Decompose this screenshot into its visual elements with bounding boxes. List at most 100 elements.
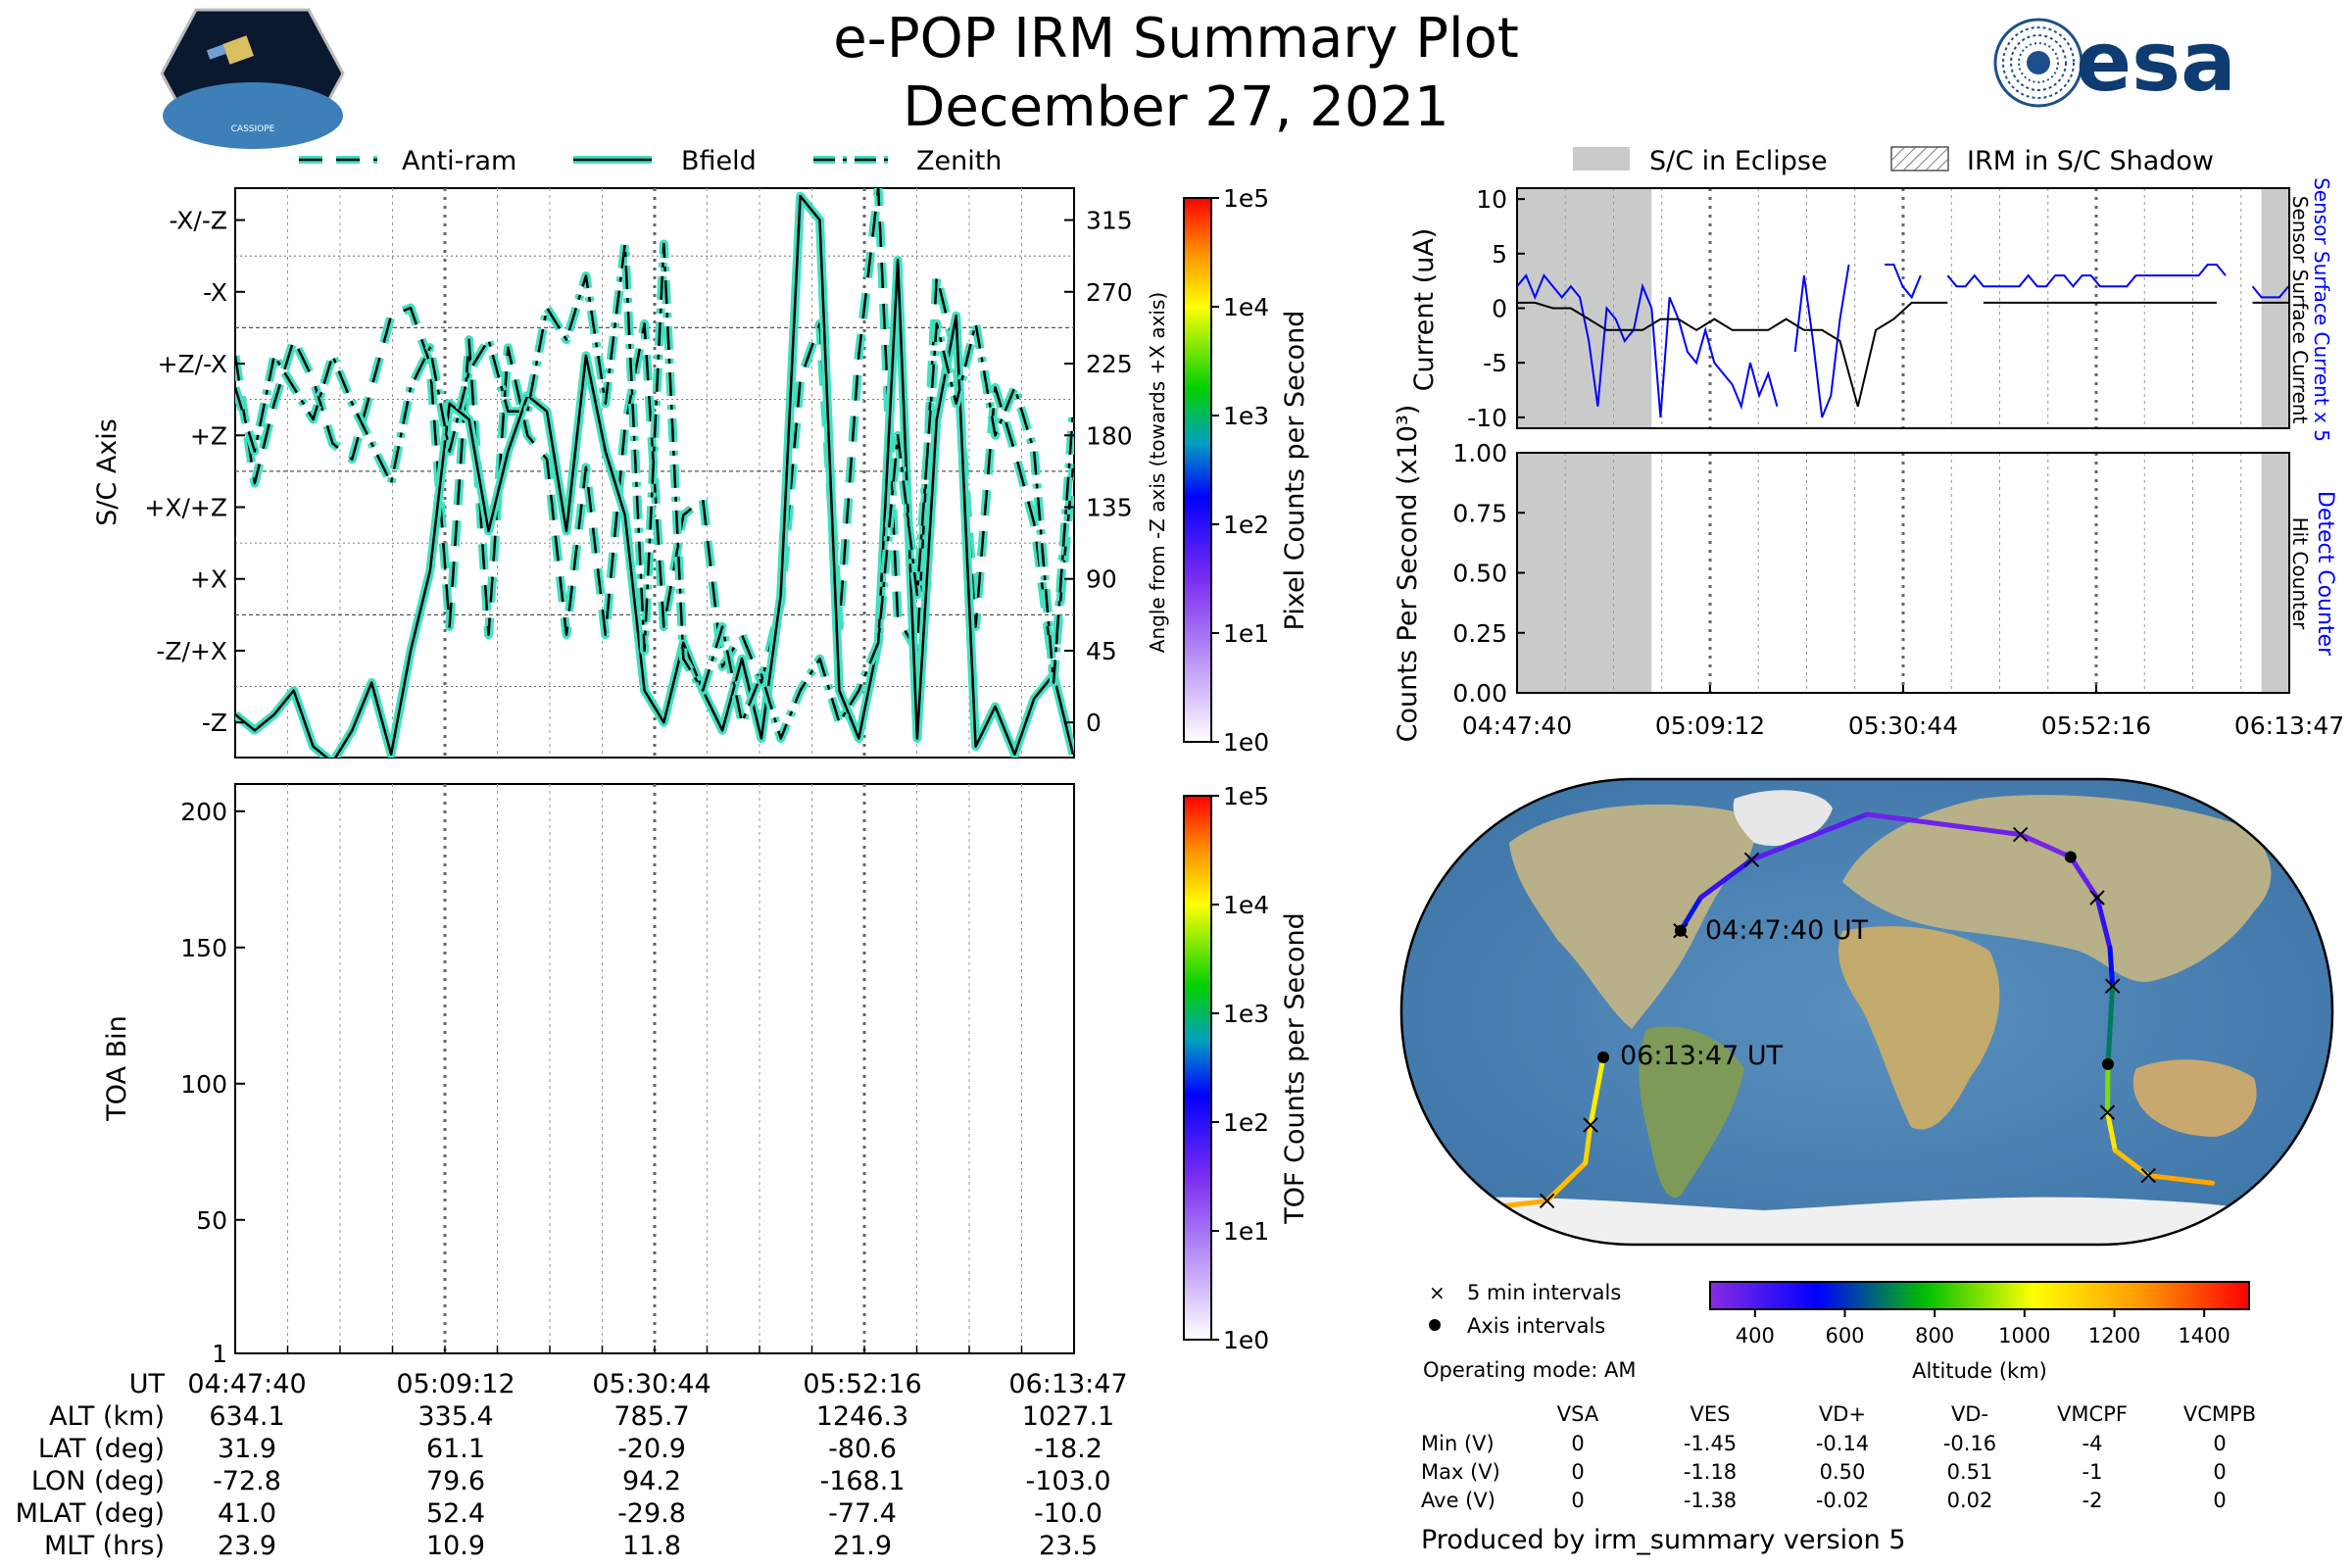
orbit-cell: 04:47:40 bbox=[187, 1369, 306, 1399]
orbit-cell: -168.1 bbox=[819, 1466, 905, 1496]
voltage-col-header: VCMPB bbox=[2183, 1402, 2256, 1426]
voltage-cell: 0 bbox=[1571, 1432, 1584, 1455]
track-segment bbox=[2107, 946, 2116, 989]
colorbar-tick-label: 1e4 bbox=[1223, 293, 1269, 321]
orbit-cell: -10.0 bbox=[1034, 1498, 1102, 1529]
orbit-cell: 41.0 bbox=[218, 1498, 276, 1529]
cross-marker-icon: × bbox=[1429, 1281, 1446, 1304]
voltage-row-label: Ave (V) bbox=[1421, 1489, 1495, 1512]
map-start-label: 04:47:40 UT bbox=[1705, 915, 1869, 946]
colorbar-tick-label: 1e1 bbox=[1223, 1217, 1269, 1246]
orientation-ytick-label: -Z bbox=[202, 709, 227, 737]
track-segment bbox=[1749, 811, 1870, 862]
colorbar-tick-label: 1e5 bbox=[1223, 782, 1269, 810]
orbit-cell: 52.4 bbox=[426, 1498, 485, 1529]
orientation-ytick-label: -X/-Z bbox=[170, 207, 227, 235]
orbit-cell: 79.6 bbox=[426, 1466, 485, 1496]
track-segment bbox=[2104, 1109, 2118, 1153]
xtick-label: 05:30:44 bbox=[1848, 711, 1958, 740]
xtick-label: 05:52:16 bbox=[2041, 711, 2151, 740]
operating-mode: Operating mode: AM bbox=[1423, 1358, 1636, 1382]
orbit-cell: 1027.1 bbox=[1022, 1401, 1114, 1432]
track-cross-marker bbox=[2012, 826, 2029, 843]
orbit-cell: 05:52:16 bbox=[803, 1369, 921, 1399]
altitude-tick-label: 400 bbox=[1736, 1324, 1775, 1348]
voltage-row-label: Min (V) bbox=[1421, 1432, 1494, 1455]
voltage-cell: 0 bbox=[2213, 1460, 2226, 1484]
cassiope-logo: CASSIOPE bbox=[160, 8, 345, 149]
voltage-table: VSA VES VD+ VD- VMCPF VCMPB Min (V) 0 -1.45 -0.14… bbox=[1421, 1402, 2256, 1512]
legend-shadow: IRM in S/C Shadow bbox=[1967, 146, 2214, 176]
orbit-cell: 94.2 bbox=[622, 1466, 681, 1496]
xtick-label: 05:09:12 bbox=[1655, 711, 1765, 740]
track-cross-marker bbox=[1583, 1117, 1598, 1133]
altitude-tick-label: 1000 bbox=[1998, 1324, 2050, 1348]
orientation-y2tick-label: 225 bbox=[1086, 350, 1133, 378]
orientation-y2tick-label: 315 bbox=[1086, 207, 1133, 235]
colorbar-tick-label: 1e2 bbox=[1223, 1108, 1269, 1137]
track-segment bbox=[2105, 983, 2116, 1067]
track-axis-dot bbox=[1674, 924, 1687, 937]
track-cross-marker bbox=[1743, 852, 1760, 868]
toa-ylabel: TOA Bin bbox=[102, 1015, 132, 1121]
legend-5min: 5 min intervals bbox=[1467, 1281, 1621, 1304]
track-cross-marker bbox=[2140, 1167, 2156, 1184]
map-legend: × 5 min intervals Axis intervals Operati… bbox=[1423, 1281, 1636, 1382]
track-segment bbox=[1434, 1205, 1486, 1218]
track-segment bbox=[1583, 1122, 1593, 1166]
colorbar-tick-label: 1e3 bbox=[1223, 402, 1269, 430]
colorbar-tick-label: 1e4 bbox=[1223, 891, 1269, 919]
voltage-cell: 0.51 bbox=[1947, 1460, 1993, 1484]
orbit-row-label: MLAT (deg) bbox=[16, 1498, 165, 1529]
altitude-colorbar-label: Altitude (km) bbox=[1912, 1359, 2047, 1383]
orbit-cell: -103.0 bbox=[1025, 1466, 1110, 1496]
voltage-cell: 0.02 bbox=[1947, 1489, 1993, 1512]
counts-y2label-black: Hit Counter bbox=[2288, 517, 2312, 630]
orientation-ytick-label: -X bbox=[203, 278, 227, 307]
altitude-tick-label: 1200 bbox=[2088, 1324, 2140, 1348]
track-cross-marker bbox=[2099, 1104, 2116, 1120]
orientation-ytick-label: -Z/+X bbox=[156, 637, 227, 665]
north-america bbox=[1509, 804, 1755, 1029]
orbit-cell: -80.6 bbox=[828, 1434, 897, 1464]
voltage-cell: -4 bbox=[2082, 1432, 2103, 1455]
svg-text:CASSIOPE: CASSIOPE bbox=[231, 124, 275, 134]
eclipse-region bbox=[2261, 453, 2289, 693]
orbit-cell: 31.9 bbox=[218, 1434, 276, 1464]
eurasia bbox=[1842, 795, 2272, 983]
orientation-panel: -X/-Z 315 -X 270 +Z/-X 225 +Z 180 +X/+Z 135 +X 90 -Z… bbox=[92, 187, 1169, 759]
colorbar-tick-label: 1e3 bbox=[1223, 1000, 1269, 1028]
altitude-colorbar: 400 600 800 1000 1200 1400 Altitude (km) bbox=[1709, 1281, 2250, 1383]
series-line bbox=[1517, 301, 2289, 407]
ytick-label: 1.00 bbox=[1452, 439, 1507, 467]
orbit-cell: 61.1 bbox=[426, 1434, 485, 1464]
track-segment bbox=[2104, 1061, 2111, 1115]
series-bfield-line bbox=[235, 194, 1074, 758]
orbit-row-label: MLT (hrs) bbox=[44, 1531, 165, 1561]
figure-title: e-POP IRM Summary Plot bbox=[833, 7, 1519, 71]
greenland bbox=[1733, 790, 1833, 847]
ytick-label: 0.00 bbox=[1452, 679, 1507, 708]
xtick-label: 04:47:40 bbox=[1462, 711, 1572, 740]
orientation-ytick-label: +X bbox=[190, 565, 227, 594]
dot-marker-icon bbox=[1429, 1319, 1441, 1331]
track-cross-marker bbox=[2104, 978, 2121, 994]
track-segment bbox=[2145, 1173, 2215, 1186]
orbit-cell: 05:30:44 bbox=[592, 1369, 710, 1399]
orientation-legend: Anti-ram Bfield Zenith bbox=[299, 146, 1002, 176]
current-y2label-black: Sensor Surface Current bbox=[2288, 196, 2312, 424]
track-cross-marker bbox=[2089, 890, 2105, 906]
africa bbox=[1838, 926, 2000, 1130]
altitude-tick-label: 800 bbox=[1915, 1324, 1954, 1348]
legend-bfield: Bfield bbox=[681, 146, 757, 176]
figure-date: December 27, 2021 bbox=[903, 75, 1449, 139]
orbit-cell: 23.9 bbox=[218, 1531, 276, 1561]
orbit-cell: -18.2 bbox=[1034, 1434, 1102, 1464]
legend-axis-intervals: Axis intervals bbox=[1467, 1314, 1605, 1338]
track-segment bbox=[1864, 811, 2024, 838]
tof-colorbar: 1e5 1e4 1e3 1e2 1e1 1e0 TOF Counts per Second bbox=[1183, 782, 1310, 1354]
eclipse-legend: S/C in Eclipse IRM in S/C Shadow bbox=[1573, 146, 2214, 176]
ytick-label: -5 bbox=[1483, 349, 1507, 377]
orientation-y2tick-label: 135 bbox=[1086, 493, 1133, 521]
orbit-table: UT 04:47:40 05:09:12 05:30:44 05:52:16 06:13:… bbox=[16, 1369, 1128, 1561]
